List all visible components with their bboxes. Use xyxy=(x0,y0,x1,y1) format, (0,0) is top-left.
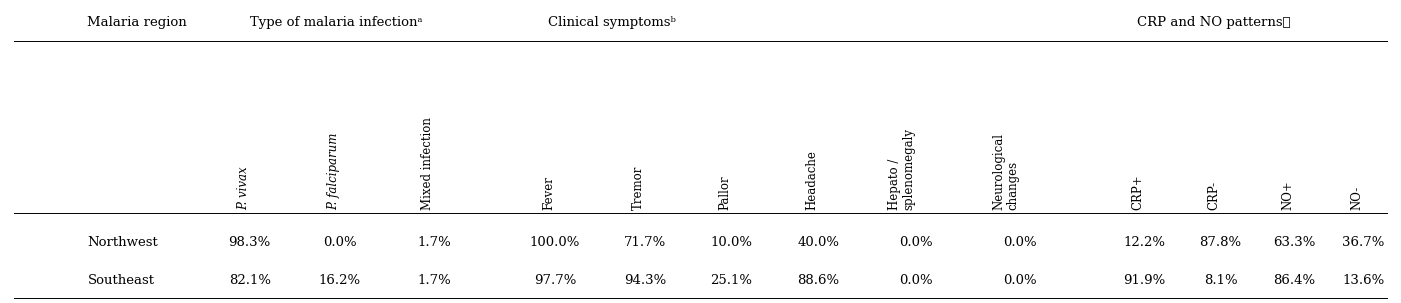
Text: 91.9%: 91.9% xyxy=(1124,274,1166,287)
Text: Tremor: Tremor xyxy=(632,166,644,210)
Text: 10.0%: 10.0% xyxy=(710,236,752,249)
Text: NO-: NO- xyxy=(1351,186,1363,210)
Text: 94.3%: 94.3% xyxy=(623,274,665,287)
Text: 40.0%: 40.0% xyxy=(797,236,839,249)
Text: Northwest: Northwest xyxy=(87,236,158,249)
Text: 82.1%: 82.1% xyxy=(228,274,270,287)
Text: 36.7%: 36.7% xyxy=(1342,236,1384,249)
Text: Hepato /
splenomegaly: Hepato / splenomegaly xyxy=(888,128,915,210)
Text: 98.3%: 98.3% xyxy=(228,236,270,249)
Text: 12.2%: 12.2% xyxy=(1124,236,1166,249)
Text: 0.0%: 0.0% xyxy=(324,236,357,249)
Text: Malaria region: Malaria region xyxy=(87,16,188,29)
Text: Neurological
changes: Neurological changes xyxy=(992,133,1020,210)
Text: 88.6%: 88.6% xyxy=(797,274,839,287)
Text: CRP-: CRP- xyxy=(1208,181,1220,210)
Text: Pallor: Pallor xyxy=(719,175,731,210)
Text: 0.0%: 0.0% xyxy=(898,274,932,287)
Text: 0.0%: 0.0% xyxy=(898,236,932,249)
Text: 1.7%: 1.7% xyxy=(417,236,451,249)
Text: 25.1%: 25.1% xyxy=(710,274,752,287)
Text: 87.8%: 87.8% xyxy=(1199,236,1241,249)
Text: Mixed infection: Mixed infection xyxy=(422,117,434,210)
Text: 0.0%: 0.0% xyxy=(1003,274,1037,287)
Text: 16.2%: 16.2% xyxy=(319,274,361,287)
Text: 86.4%: 86.4% xyxy=(1274,274,1316,287)
Text: P. vivax: P. vivax xyxy=(237,166,249,210)
Text: 97.7%: 97.7% xyxy=(534,274,576,287)
Text: 100.0%: 100.0% xyxy=(530,236,580,249)
Text: P. falciparum: P. falciparum xyxy=(326,133,340,210)
Text: Southeast: Southeast xyxy=(87,274,154,287)
Text: 13.6%: 13.6% xyxy=(1342,274,1384,287)
Text: Headache: Headache xyxy=(806,150,818,210)
Text: CRP+: CRP+ xyxy=(1132,174,1145,210)
Text: NO+: NO+ xyxy=(1281,180,1295,210)
Text: 1.7%: 1.7% xyxy=(417,274,451,287)
Text: 63.3%: 63.3% xyxy=(1274,236,1316,249)
Text: Type of malaria infectionᵃ: Type of malaria infectionᵃ xyxy=(249,16,422,29)
Text: Clinical symptomsᵇ: Clinical symptomsᵇ xyxy=(548,16,675,29)
Text: CRP and NO patternsၣ: CRP and NO patternsၣ xyxy=(1138,16,1292,29)
Text: 71.7%: 71.7% xyxy=(623,236,665,249)
Text: Fever: Fever xyxy=(542,176,555,210)
Text: 0.0%: 0.0% xyxy=(1003,236,1037,249)
Text: 8.1%: 8.1% xyxy=(1203,274,1237,287)
